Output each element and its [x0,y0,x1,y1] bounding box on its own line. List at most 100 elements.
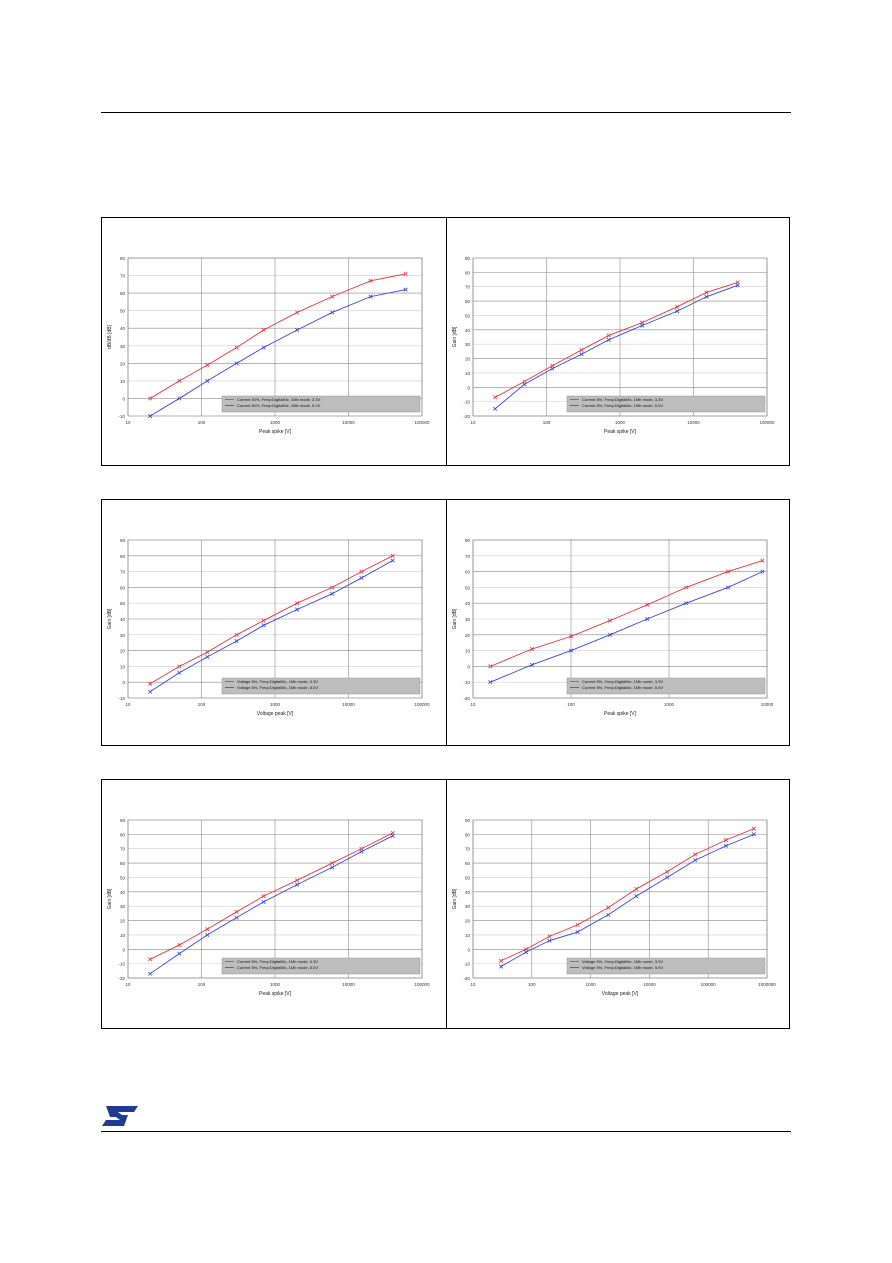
series-line [500,828,755,962]
y-tick-label: 50 [465,585,471,590]
data-point [723,843,728,848]
y-tick-label: 0 [467,385,470,390]
x-tick-label: 100 [198,982,206,987]
data-point [760,558,765,563]
data-point [148,681,153,686]
chart-6: -20 -10 0 10 20 30 40 50 60 70 80 90 10 100 1000 10000 1… [447,780,790,1028]
data-point [390,833,395,838]
y-tick-label: -20 [463,976,470,981]
y-tick-label: 60 [120,291,126,296]
data-point [693,858,698,863]
x-tick-label: 100 [528,982,536,987]
data-point [498,958,504,963]
data-point [177,664,182,669]
y-tick-label: 0 [467,664,470,669]
data-point [330,591,335,596]
data-point [547,934,552,939]
y-tick-label: -20 [463,696,470,701]
header-rule [101,112,791,113]
y-tick-label: 90 [465,256,471,261]
data-point [330,294,335,299]
data-point [295,882,300,887]
data-point [488,680,493,685]
x-tick-label: 10000 [342,982,355,987]
data-point [693,852,698,857]
y-tick-label: 0 [122,396,125,401]
x-tick-label: 10000 [342,702,355,707]
data-point [148,413,153,419]
data-point [330,585,335,590]
legend-entry: Current 5%, Freq=DigitalMc, 1Mb mode, 3.… [582,397,663,402]
st-logo [102,1106,138,1126]
chart-legend: Current 50%, Freq=DigitalMc, 1Mb mode, 3… [221,395,421,413]
data-point [177,396,182,401]
data-point [261,623,266,628]
chart-legend: Current 5%, Freq=DigitalMc, 1Mb mode, 3.… [566,677,766,695]
data-point [684,601,689,606]
data-point [359,849,364,854]
x-tick-label: 100000 [414,420,430,425]
x-tick-label: 10 [125,420,131,425]
data-point [606,912,611,917]
data-point [261,618,266,623]
y-tick-label: 10 [120,933,126,938]
series-line [149,832,393,960]
data-point [359,569,364,574]
data-point [725,585,731,590]
data-point [234,639,239,644]
chart-svg: -20 -10 0 10 20 30 40 50 60 70 80 90 10 100 1000 10000 1… [452,818,776,997]
x-tick-label: 10000 [643,982,656,987]
data-point [234,361,239,366]
data-point [261,327,266,333]
y-tick-label: 60 [120,585,126,590]
x-tick-label: 100000 [701,982,717,987]
chart-2: -20 -10 0 10 20 30 40 50 60 70 80 90 10 100 1000 10000 1… [447,218,790,465]
x-axis-label: Peak spike [V] [604,429,637,435]
legend-entry: Current 5%, Freq=DigitalMc, 1Mb mode, 5.… [582,403,663,408]
data-point [498,964,504,969]
data-point [177,942,182,948]
legend-box [221,957,421,975]
x-tick-label: 100 [567,702,575,707]
x-tick-label: 100 [198,702,206,707]
y-tick-label: 80 [465,538,471,543]
y-axis-label: Gain [dB] [452,888,458,909]
chart-legend: Voltage 5%, Freq=DigitalMc, 1Mb mode, 3.… [566,957,766,975]
data-point [550,366,555,371]
data-point [205,927,210,932]
chart-1: -10 0 10 20 30 40 50 60 70 80 10 100 1000 10000 100000… [102,218,446,465]
y-tick-label: 60 [120,861,126,866]
chart-svg: -10 0 10 20 30 40 50 60 70 80 10 100 1000 10000 100000… [107,256,430,435]
data-point [295,878,300,883]
data-point [488,664,493,669]
chart-4: -20 -10 0 10 20 30 40 50 60 70 80 10 100 1000 10000 Pea… [447,500,790,745]
y-tick-label: -10 [118,962,125,967]
data-point [390,553,395,558]
chart-svg: -20 -10 0 10 20 30 40 50 60 70 80 90 10 100 1000 10000 1… [452,256,775,435]
data-point [261,899,266,904]
y-tick-label: 50 [120,309,126,314]
data-point [177,378,182,383]
data-point [645,616,650,622]
data-point [684,585,689,590]
x-tick-label: 100 [543,420,551,425]
y-tick-label: 0 [467,947,470,952]
y-tick-label: 40 [120,890,126,895]
data-point [368,278,373,283]
x-tick-label: 10000 [761,702,774,707]
x-axis-label: Voltage peak [V] [257,711,294,717]
data-point [751,832,757,837]
x-tick-label: 10 [470,420,476,425]
y-tick-label: 10 [465,649,471,654]
data-point [529,646,535,652]
figure-row-2: -10 0 10 20 30 40 50 60 70 80 90 10 100 1000 10000 1000… [101,499,790,746]
y-tick-label: -10 [463,962,470,967]
y-tick-label: 0 [122,680,125,685]
y-tick-label: 70 [465,285,471,290]
data-point [704,294,709,299]
y-tick-label: -10 [118,696,125,701]
data-point [735,283,740,288]
data-point [148,396,153,401]
data-point [148,689,153,694]
chart-5: -20 -10 0 10 20 30 40 50 60 70 80 90 10 100 1000 10000 1… [102,780,446,1028]
